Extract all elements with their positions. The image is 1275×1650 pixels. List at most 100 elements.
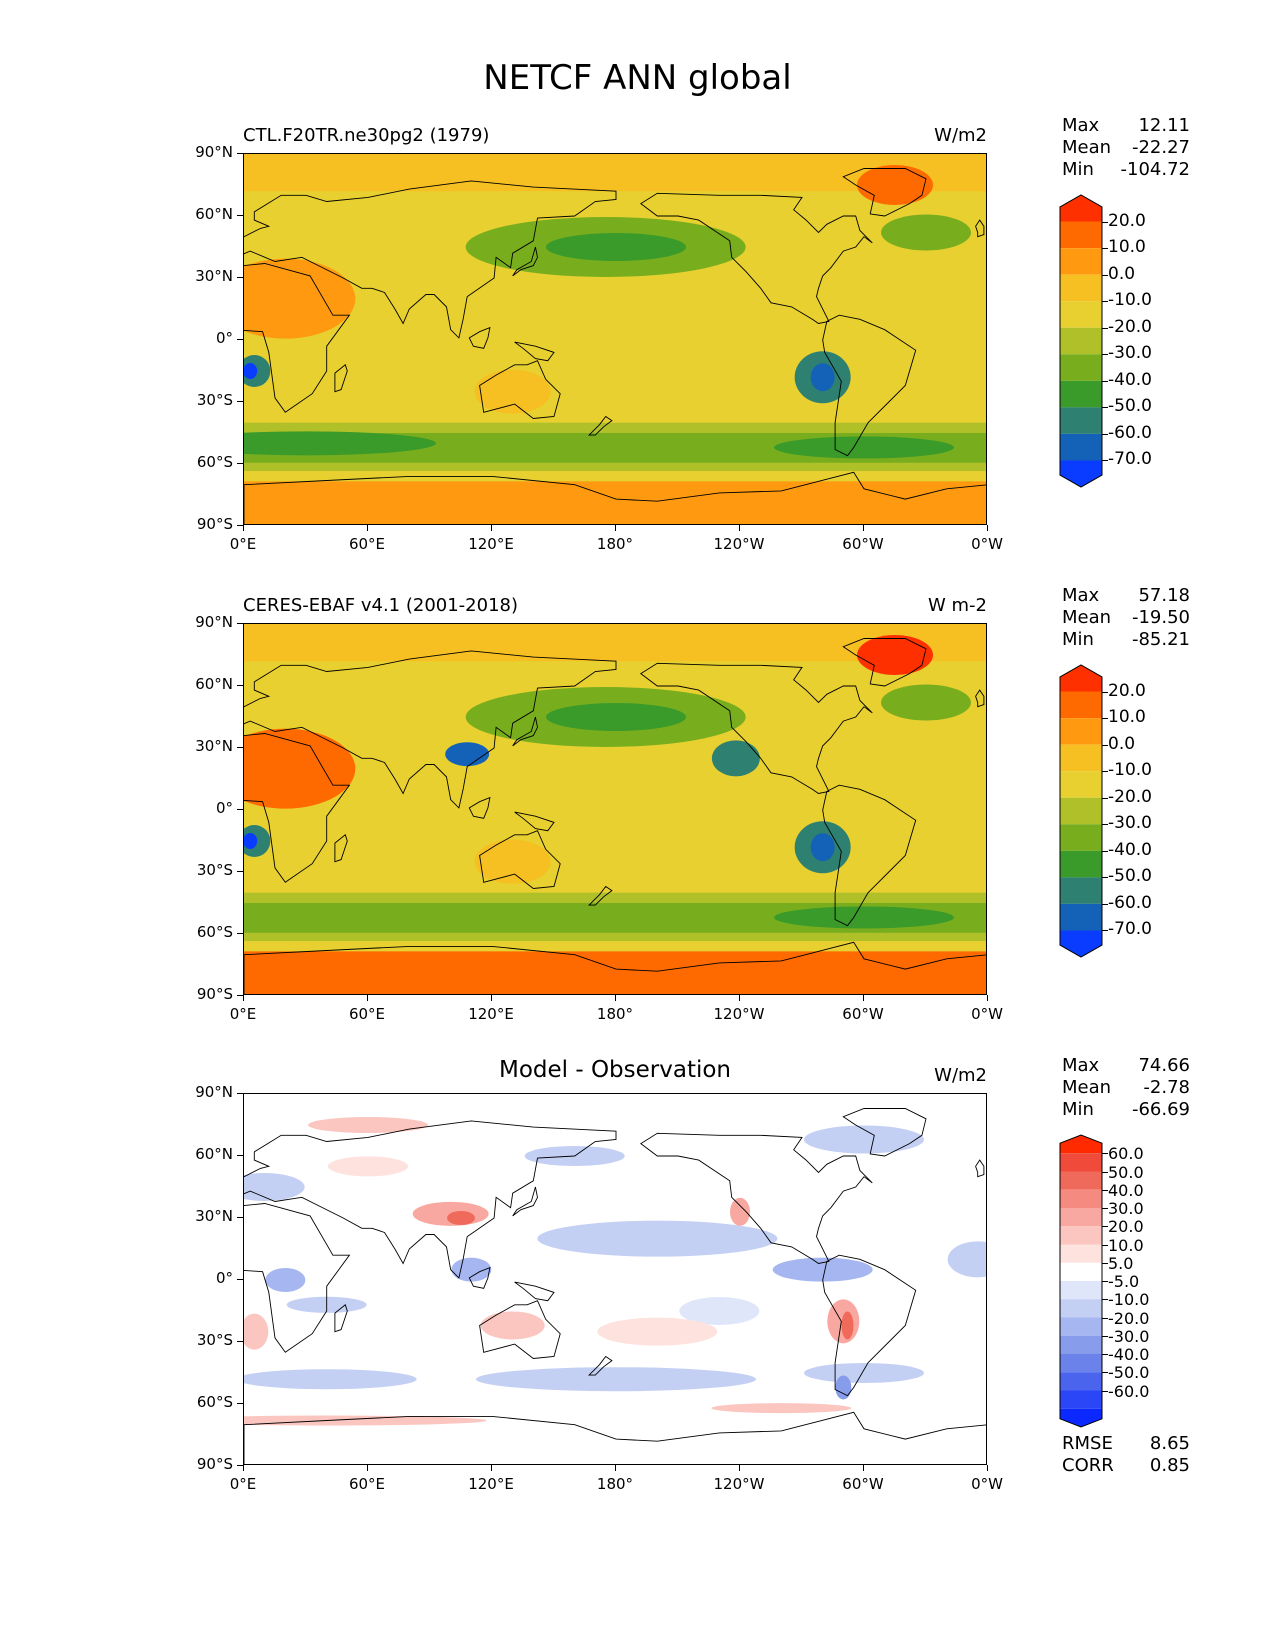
coastline-australia bbox=[479, 1300, 561, 1359]
lat-tickmark bbox=[237, 1403, 243, 1404]
coastline-madagascar bbox=[334, 834, 348, 863]
lon-tick-label: 60°W bbox=[842, 1475, 884, 1493]
lat-tickmark bbox=[237, 525, 243, 526]
stat-value-min: -66.69 bbox=[1131, 1099, 1190, 1120]
colorbar-tickmark bbox=[1102, 301, 1108, 303]
colorbar-tickmark bbox=[1102, 850, 1108, 852]
field-sahara bbox=[244, 728, 356, 809]
colorbar-segment bbox=[1060, 1171, 1102, 1190]
lon-tick-label: 180° bbox=[596, 1475, 634, 1493]
field-natlantic bbox=[881, 214, 971, 251]
colorbar-segment bbox=[1060, 380, 1102, 408]
colorbar-tick-label: 20.0 bbox=[1108, 680, 1146, 701]
lat-tick-label: 60°N bbox=[195, 1145, 233, 1163]
colorbar-segment bbox=[1060, 903, 1102, 931]
coastline-antarctica bbox=[244, 471, 986, 524]
lat-tickmark bbox=[237, 685, 243, 686]
colorbar bbox=[1059, 664, 1103, 958]
colorbar-segment bbox=[1060, 797, 1102, 825]
stat-value-mean: -2.78 bbox=[1143, 1077, 1190, 1098]
colorbar-tickmark bbox=[1102, 1299, 1108, 1301]
coastline-borneo bbox=[468, 1266, 491, 1289]
lat-tick-label: 60°N bbox=[195, 205, 233, 223]
lat-tickmark bbox=[237, 747, 243, 748]
colorbar bbox=[1059, 1134, 1103, 1428]
colorbar-tick-label: 10.0 bbox=[1108, 237, 1146, 258]
coastline-africa bbox=[244, 733, 351, 883]
colorbar-segment bbox=[1060, 877, 1102, 904]
colorbar-tickmark bbox=[1102, 1281, 1108, 1282]
lon-tick-label: 120°E bbox=[468, 1005, 514, 1023]
field-namibia-sc-core bbox=[244, 363, 258, 379]
stat-row-max: Max 12.11 bbox=[1062, 115, 1190, 137]
stat-label-rmse: RMSE bbox=[1062, 1433, 1113, 1454]
lat-tick-label: 30°N bbox=[195, 1207, 233, 1225]
stat-row-mean: Mean -2.78 bbox=[1062, 1077, 1190, 1099]
coastlines bbox=[244, 1108, 986, 1464]
lon-tick-label: 60°W bbox=[842, 535, 884, 553]
stats-box: Max 57.18 Mean -19.50 Min -85.21 bbox=[1062, 585, 1190, 651]
coastline-southAmerica bbox=[822, 314, 917, 457]
coastline-newGuinea bbox=[514, 1281, 555, 1302]
field-negative-blob-12 bbox=[947, 1241, 986, 1278]
lon-tickmark bbox=[739, 995, 740, 1001]
map-field bbox=[244, 154, 986, 524]
field-sahara bbox=[244, 258, 356, 339]
lat-tickmark bbox=[237, 153, 243, 154]
colorbar-segment bbox=[1060, 1390, 1102, 1409]
colorbar-tick-label: 20.0 bbox=[1108, 1217, 1144, 1237]
colorbar-segment bbox=[1060, 1281, 1102, 1300]
lat-tick-label: 90°S bbox=[196, 985, 233, 1003]
colorbar-tickmark bbox=[1102, 407, 1108, 409]
stat-row-min: Min -104.72 bbox=[1062, 159, 1190, 181]
colorbar-tickmark bbox=[1102, 1226, 1108, 1228]
lon-tick-label: 60°W bbox=[842, 1005, 884, 1023]
colorbar-tickmark bbox=[1102, 797, 1108, 799]
colorbar-tick-label: -40.0 bbox=[1108, 1345, 1150, 1364]
lon-tickmark bbox=[863, 1465, 864, 1471]
coastline-southAmerica bbox=[822, 784, 917, 927]
coastline-borneo bbox=[468, 326, 491, 349]
lon-tickmark bbox=[367, 995, 368, 1001]
lon-tick-label: 120°W bbox=[713, 1475, 765, 1493]
lat-tickmark bbox=[237, 1217, 243, 1218]
lat-tick-label: 0° bbox=[215, 1269, 233, 1287]
field-positive-blob-8 bbox=[244, 1415, 487, 1426]
panel-title: CTL.F20TR.ne30pg2 (1979) bbox=[243, 125, 490, 146]
stat-value-mean: -19.50 bbox=[1131, 607, 1190, 628]
lat-tick-label: 60°S bbox=[196, 923, 233, 941]
lat-tick-label: 90°N bbox=[195, 143, 233, 161]
colorbar-tickmark bbox=[1102, 1171, 1108, 1173]
colorbar-segment bbox=[1060, 195, 1102, 222]
field-negative-blob-11 bbox=[244, 1173, 305, 1201]
field-negative-blob-5 bbox=[244, 1369, 417, 1390]
lon-tick-label: 60°E bbox=[348, 535, 386, 553]
lon-tick-label: 180° bbox=[596, 1005, 634, 1023]
colorbar-tickmark bbox=[1102, 1189, 1108, 1191]
field-so-core-2 bbox=[774, 436, 954, 459]
coastline-nz bbox=[588, 415, 613, 436]
coastline-borneo bbox=[468, 796, 491, 819]
field-negative-blob-8 bbox=[804, 1125, 924, 1154]
colorbar-tickmark bbox=[1102, 744, 1108, 746]
coastline-northAmerica bbox=[640, 1132, 873, 1264]
panel-units: W/m2 bbox=[934, 1065, 987, 1086]
coastlines bbox=[244, 168, 986, 524]
colorbar-wrap bbox=[1058, 193, 1104, 493]
field-negative-blob-6 bbox=[804, 1363, 924, 1383]
lat-tick-label: 90°S bbox=[196, 1455, 233, 1473]
colorbar-outline bbox=[1059, 1134, 1103, 1428]
coastline-africa bbox=[244, 263, 351, 413]
lon-tickmark bbox=[243, 995, 244, 1001]
colorbar-tick-label: -40.0 bbox=[1108, 839, 1152, 860]
colorbar-segment bbox=[1060, 1299, 1102, 1318]
colorbar-tick-label: 0.0 bbox=[1108, 733, 1136, 754]
colorbar-tickmark bbox=[1102, 248, 1108, 250]
colorbar-tickmark bbox=[1102, 877, 1108, 879]
colorbar-wrap bbox=[1058, 663, 1104, 963]
field-antarctic-band bbox=[244, 481, 986, 524]
colorbar-segment bbox=[1060, 221, 1102, 249]
lon-tick-label: 0°E bbox=[229, 1475, 257, 1493]
colorbar-segment bbox=[1060, 1244, 1102, 1263]
field-positive-blob-1 bbox=[447, 1211, 475, 1225]
